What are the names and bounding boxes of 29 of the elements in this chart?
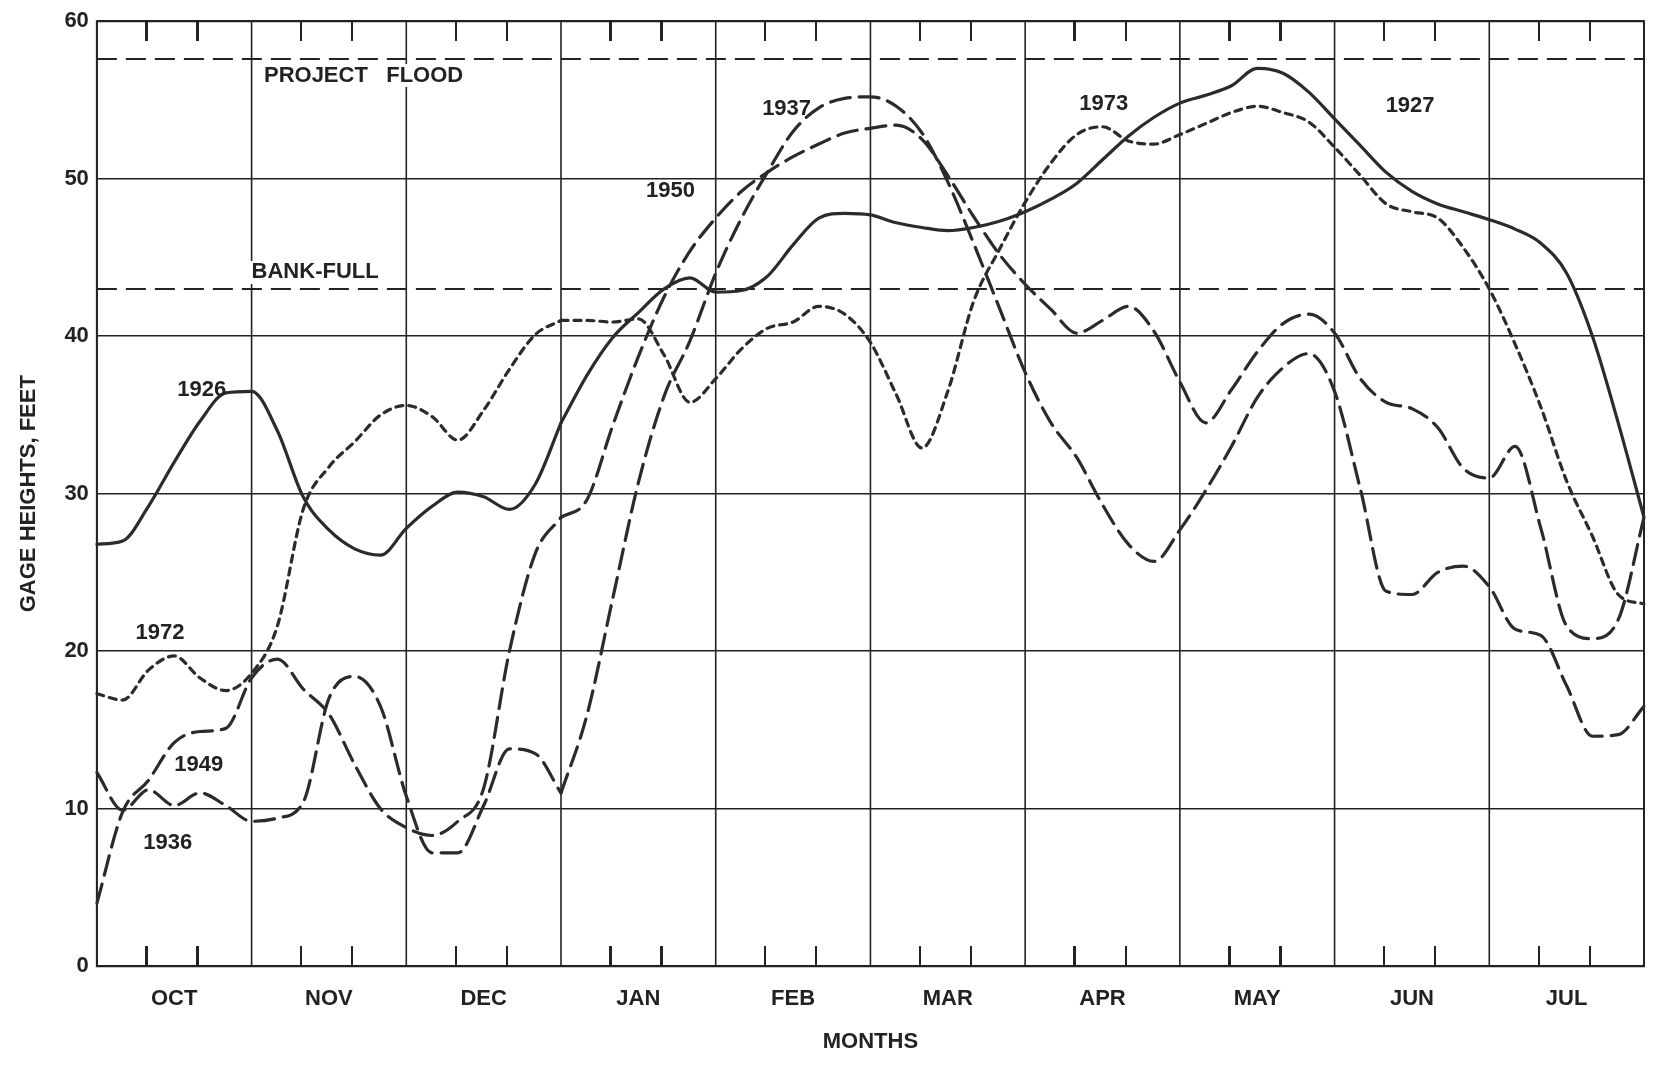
x-tick-label: MAR [922,985,973,1011]
x-tick-label: JUL [1545,985,1588,1011]
y-tick-label: 50 [64,164,89,190]
y-tick-label: 30 [64,479,89,505]
series-label: 1950 [646,177,696,203]
x-tick-label: JAN [616,985,661,1011]
ref-line-label: BANK-FULL [251,258,379,284]
x-tick-label: OCT [151,985,198,1011]
x-axis-title: MONTHS [822,1027,919,1053]
y-tick-label: 0 [76,952,89,978]
series-label: 1927 [1385,92,1435,118]
x-tick-label: DEC [460,985,507,1011]
series-label: 1949 [174,750,224,776]
series-label: 1937 [762,95,812,121]
y-axis-title: GAGE HEIGHTS, FEET [15,374,41,613]
x-tick-label: APR [1079,985,1126,1011]
x-tick-label: NOV [305,985,354,1011]
y-tick-label: 10 [64,794,89,820]
x-tick-label: JUN [1389,985,1434,1011]
series-label: 1926 [177,375,227,401]
y-tick-label: 40 [64,322,89,348]
y-tick-label: 60 [64,7,89,33]
series-label: 1973 [1079,90,1129,116]
x-tick-label: FEB [771,985,816,1011]
x-tick-label: MAY [1233,985,1281,1011]
series-label: 1936 [143,829,193,855]
ref-line-label: PROJECT FLOOD [263,62,464,88]
series-label: 1972 [135,618,185,644]
y-tick-label: 20 [64,637,89,663]
